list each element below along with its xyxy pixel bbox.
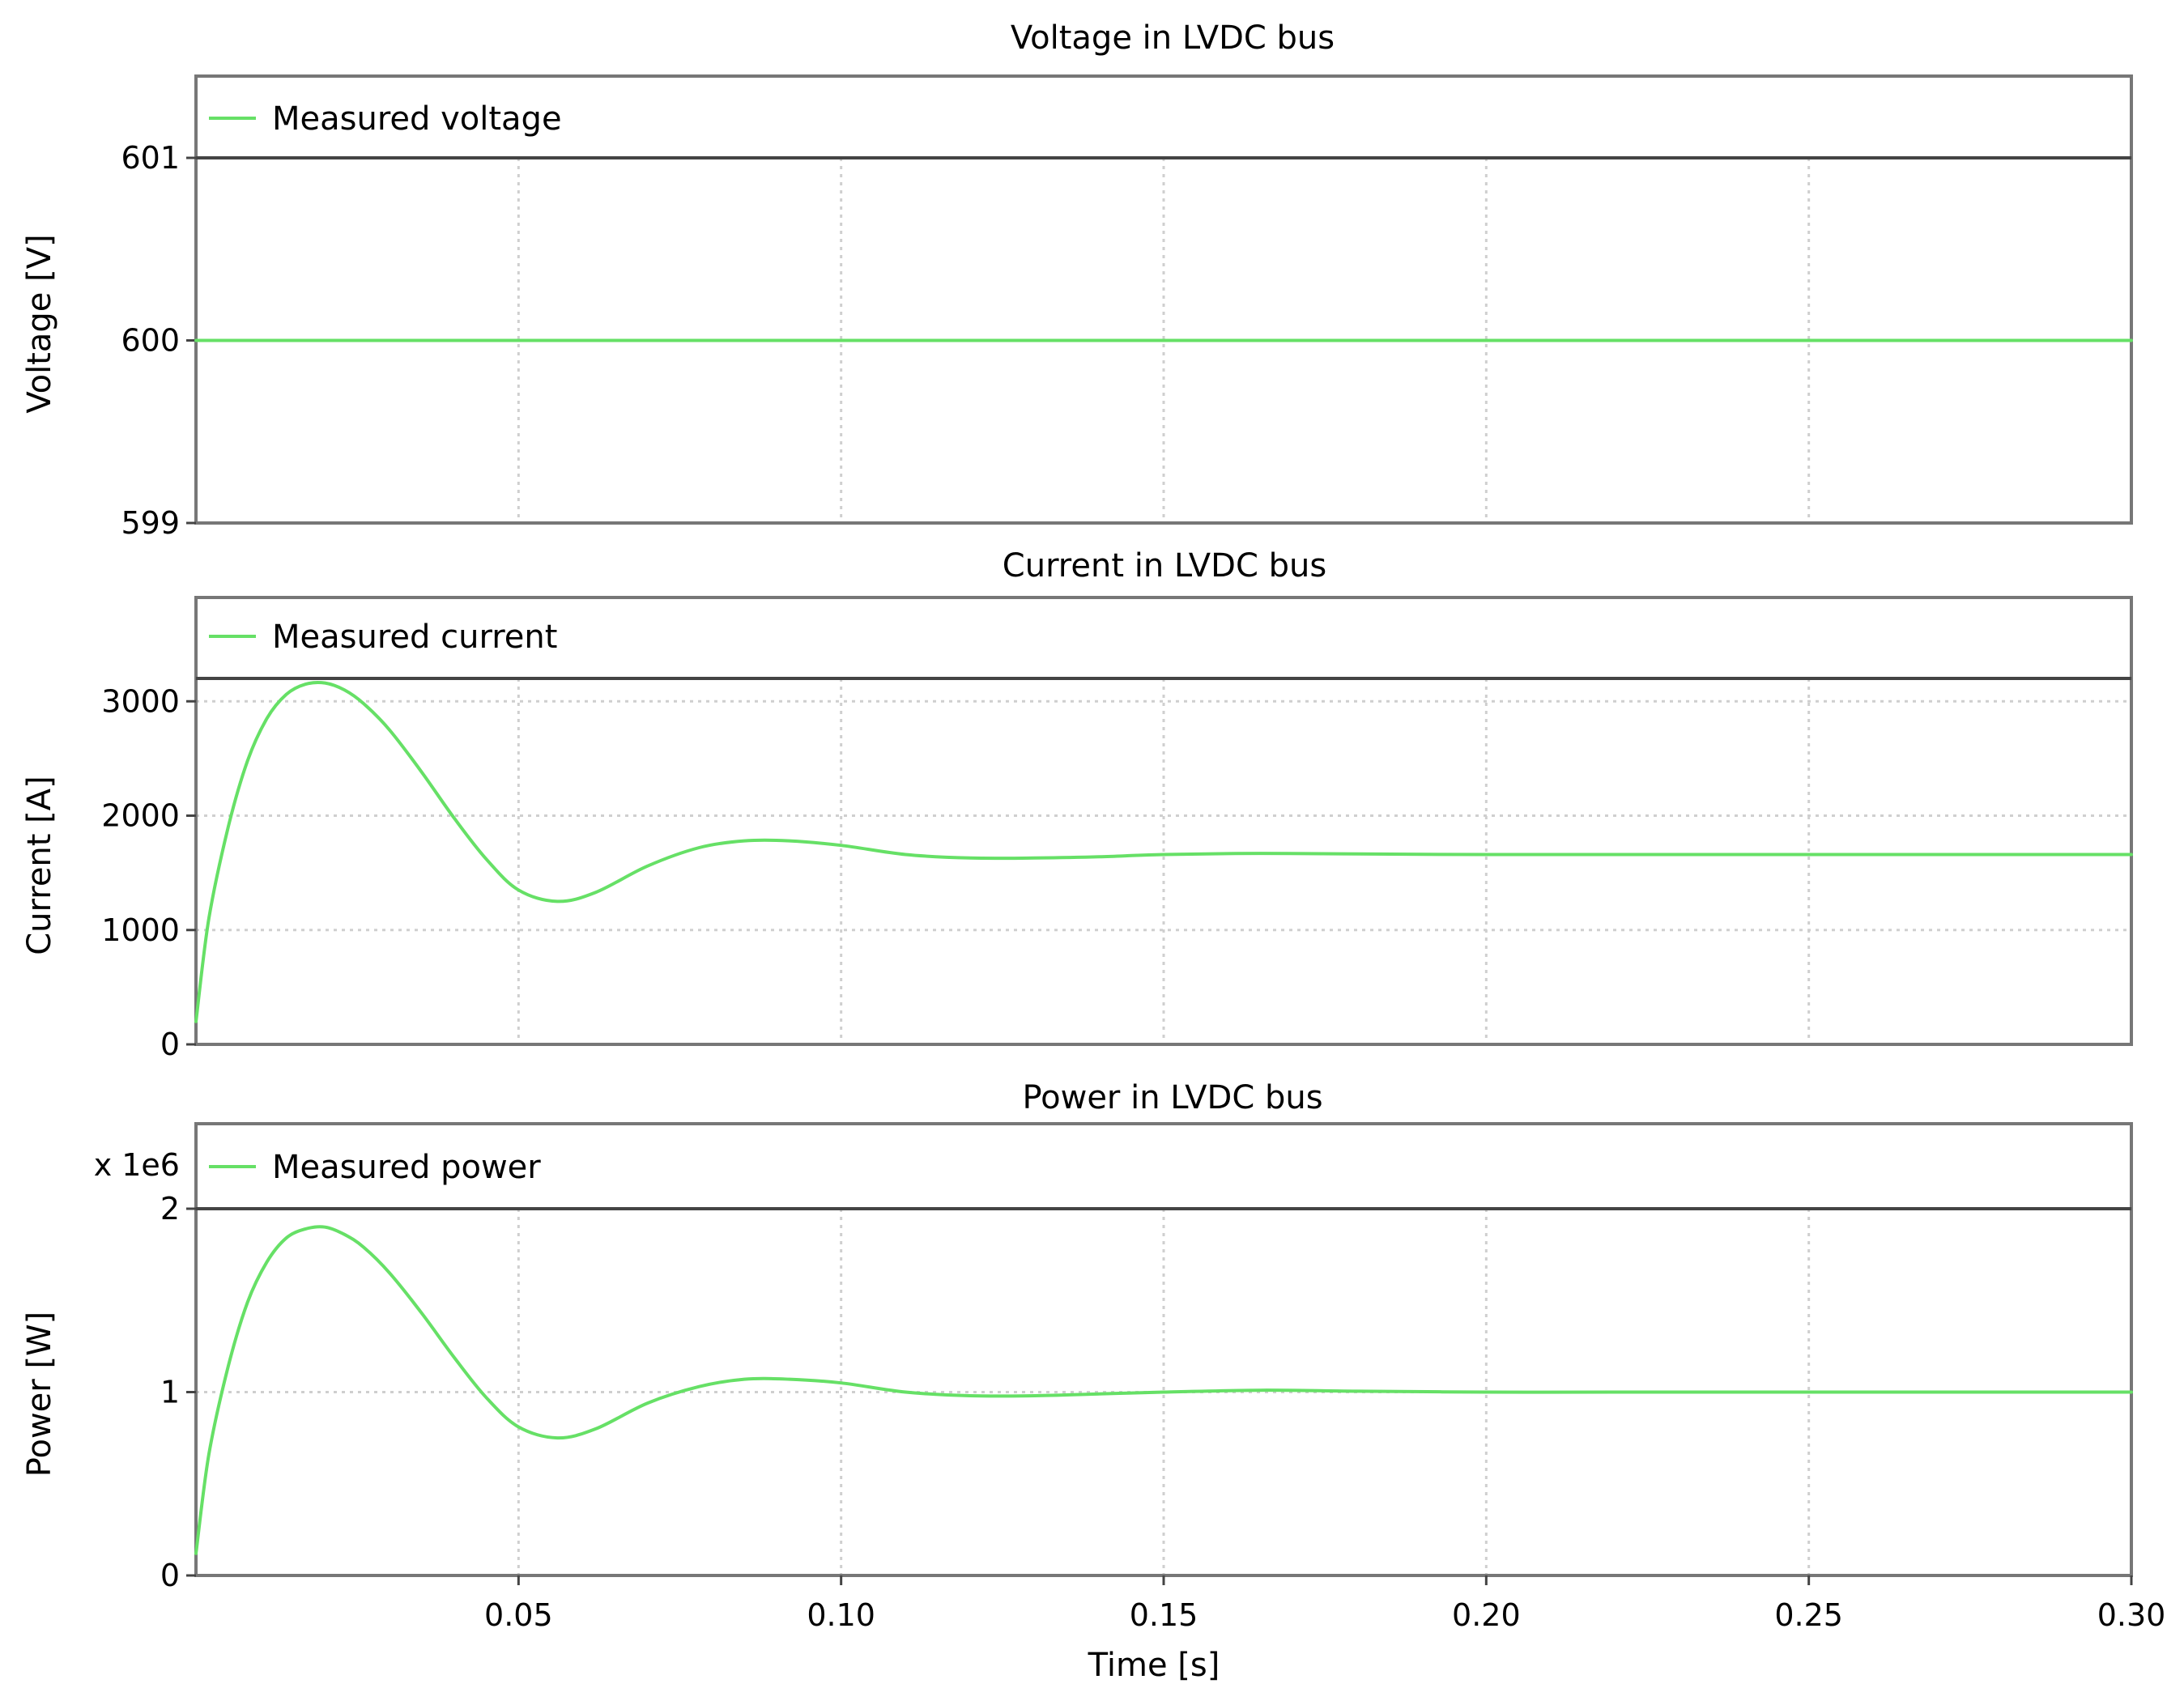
- y-tick-label: 0: [160, 1558, 180, 1593]
- voltage-plot-frame: [194, 74, 2133, 525]
- power-y-axis-label: Power [W]: [21, 1312, 58, 1477]
- voltage-y-axis-label: Voltage [V]: [21, 234, 58, 413]
- current-series: [194, 680, 2133, 1023]
- voltage-panel: Voltage in LVDC bus Measured voltage 599…: [21, 19, 2133, 541]
- y-tick-label: 601: [121, 140, 180, 176]
- power-legend[interactable]: Measured power: [209, 1149, 541, 1186]
- current-plot-frame: [194, 596, 2133, 1046]
- x-tick-label: 0.30: [2097, 1597, 2166, 1633]
- current-panel: Current in LVDC bus Measured current 0 10…: [21, 547, 2133, 1062]
- voltage-y-ticks: 599 600 601: [121, 140, 196, 541]
- y-tick-label: 599: [121, 505, 180, 541]
- y-tick-label: 3000: [101, 683, 180, 719]
- power-title: Power in LVDC bus: [1022, 1079, 1322, 1116]
- voltage-legend[interactable]: Measured voltage: [209, 100, 562, 138]
- power-y-multiplier: x 1e6: [94, 1147, 180, 1183]
- current-legend[interactable]: Measured current: [209, 619, 557, 656]
- legend-label: Measured power: [272, 1149, 541, 1186]
- power-series: [194, 1225, 2133, 1555]
- x-tick-label: 0.25: [1774, 1597, 1843, 1633]
- legend-label: Measured voltage: [272, 100, 562, 138]
- y-tick-label: 600: [121, 323, 180, 359]
- y-tick-label: 0: [160, 1027, 180, 1062]
- power-panel: Power in LVDC bus Measured power x 1e6 0…: [21, 1079, 2165, 1684]
- legend-label: Measured current: [272, 619, 557, 656]
- series-line: [194, 680, 2133, 1023]
- power-y-ticks: 0 1 2: [160, 1191, 196, 1593]
- voltage-title: Voltage in LVDC bus: [1011, 19, 1335, 57]
- y-tick-label: 2000: [101, 798, 180, 834]
- y-tick-label: 1: [160, 1375, 180, 1410]
- x-ticks: 0.05 0.10 0.15 0.20 0.25 0.30: [484, 1575, 2165, 1633]
- series-line: [194, 1225, 2133, 1555]
- current-y-axis-label: Current [A]: [21, 776, 58, 955]
- current-title: Current in LVDC bus: [1003, 547, 1326, 585]
- current-grid: [196, 678, 2131, 1044]
- x-tick-label: 0.20: [1452, 1597, 1521, 1633]
- x-tick-label: 0.05: [484, 1597, 553, 1633]
- x-tick-label: 0.15: [1130, 1597, 1198, 1633]
- y-tick-label: 2: [160, 1191, 180, 1227]
- x-tick-label: 0.10: [807, 1597, 875, 1633]
- y-tick-label: 1000: [101, 912, 180, 948]
- x-axis-label: Time [s]: [1088, 1647, 1220, 1684]
- current-y-ticks: 0 1000 2000 3000: [101, 683, 196, 1062]
